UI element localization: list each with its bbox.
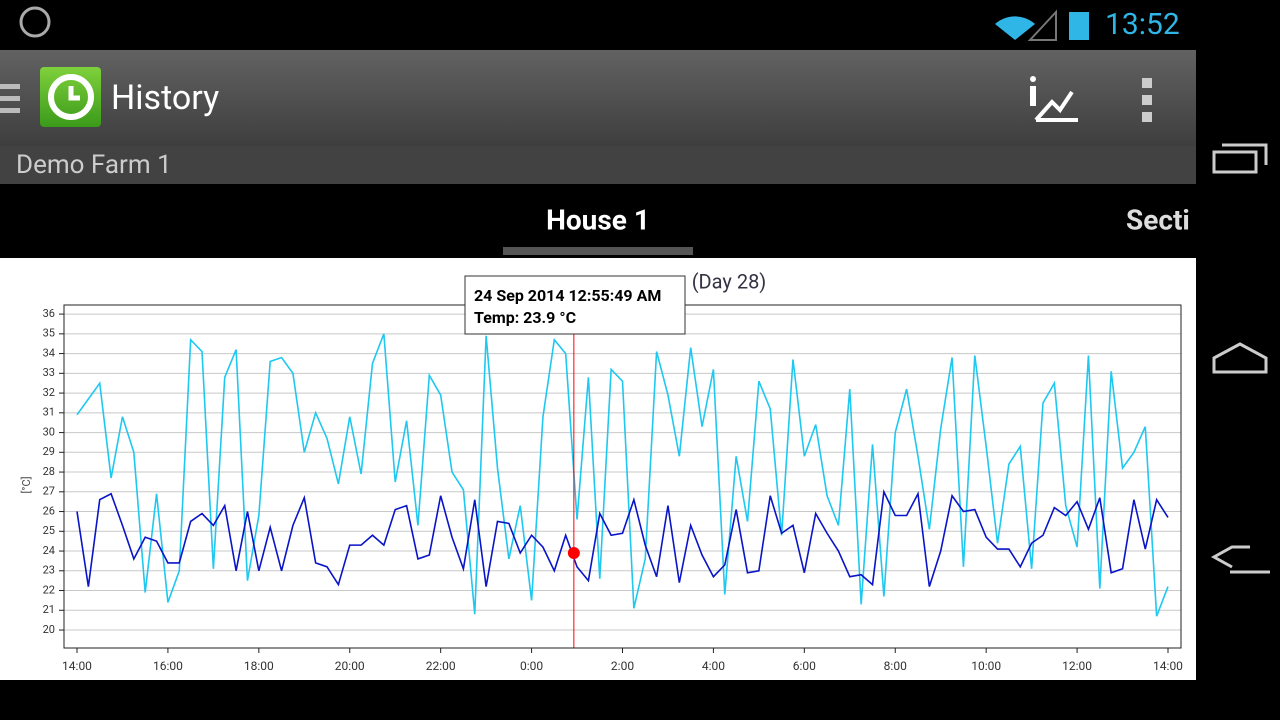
recents-button[interactable] bbox=[1212, 143, 1268, 174]
y-tick-label: 22 bbox=[43, 583, 55, 596]
series-line bbox=[76, 333, 1169, 617]
y-tick-label: 20 bbox=[43, 623, 55, 636]
home-button[interactable] bbox=[1212, 342, 1268, 374]
overflow-menu-button[interactable] bbox=[1142, 78, 1152, 122]
action-bar bbox=[0, 50, 1196, 146]
tooltip-value: Temp: 23.9 °C bbox=[474, 308, 576, 327]
cursor-point bbox=[567, 547, 580, 560]
x-tick-label: 20:00 bbox=[335, 659, 365, 673]
tab-indicator bbox=[503, 247, 693, 255]
farm-name: Demo Farm 1 bbox=[16, 150, 172, 180]
y-axis-label: [°C] bbox=[20, 476, 33, 493]
y-tick-label: 34 bbox=[43, 346, 55, 359]
action-bar-title: History bbox=[111, 78, 219, 118]
battery-icon bbox=[1069, 12, 1089, 40]
x-tick-label: 10:00 bbox=[971, 659, 1001, 673]
y-tick-label: 36 bbox=[43, 307, 55, 320]
x-tick-label: 4:00 bbox=[702, 659, 725, 673]
y-tick-label: 28 bbox=[43, 465, 55, 478]
y-tick-label: 21 bbox=[43, 603, 55, 616]
y-tick-label: 29 bbox=[43, 445, 55, 458]
back-button[interactable] bbox=[1210, 545, 1270, 574]
chart-title: (Day 28) bbox=[692, 269, 767, 293]
menu-button[interactable] bbox=[0, 84, 20, 113]
y-tick-label: 32 bbox=[43, 386, 55, 399]
x-tick-label: 0:00 bbox=[520, 659, 543, 673]
plot: 20 21 22 23 24 25 26 27 28 29 30 31 32 33 34 35 36 14:00 1… bbox=[43, 305, 1183, 673]
y-tick-label: 27 bbox=[43, 485, 55, 498]
notification-icon bbox=[19, 6, 51, 38]
y-tick-label: 26 bbox=[43, 504, 55, 517]
signal-icon bbox=[1027, 9, 1057, 41]
nav-bar bbox=[1210, 143, 1270, 574]
tooltip: 24 Sep 2014 12:55:49 AM Temp: 23.9 °C bbox=[464, 275, 686, 335]
y-tick-label: 24 bbox=[43, 544, 55, 557]
x-tick-label: 12:00 bbox=[1062, 659, 1092, 673]
app-icon-glyph bbox=[68, 86, 80, 101]
y-tick-label: 31 bbox=[43, 406, 55, 419]
subtitle-bar bbox=[0, 146, 1196, 184]
x-tick-label: 14:00 bbox=[1153, 659, 1183, 673]
y-tick-label: 23 bbox=[43, 564, 55, 577]
y-tick-label: 25 bbox=[43, 524, 55, 537]
tooltip-box bbox=[464, 275, 686, 335]
x-tick-label: 2:00 bbox=[611, 659, 634, 673]
x-tick-label: 6:00 bbox=[793, 659, 816, 673]
x-tick-label: 8:00 bbox=[884, 659, 907, 673]
y-tick-label: 30 bbox=[43, 425, 55, 438]
tooltip-time: 24 Sep 2014 12:55:49 AM bbox=[474, 286, 661, 305]
x-tick-label: 18:00 bbox=[244, 659, 274, 673]
tab[interactable]: Secti bbox=[1126, 203, 1190, 236]
x-tick-label: 14:00 bbox=[62, 659, 92, 673]
app-icon-glyph bbox=[48, 74, 94, 120]
wifi-icon bbox=[995, 16, 1035, 40]
x-tick-label: 22:00 bbox=[426, 659, 456, 673]
series-line bbox=[76, 488, 1169, 587]
y-tick-label: 35 bbox=[43, 327, 55, 340]
clock: 13:52 bbox=[1105, 7, 1180, 42]
status-bar: 13:52 bbox=[19, 6, 1180, 42]
chart-info-button[interactable] bbox=[1030, 76, 1078, 122]
x-tick-label: 16:00 bbox=[153, 659, 183, 673]
y-tick-label: 33 bbox=[43, 366, 55, 379]
tab[interactable]: House 1 bbox=[546, 203, 650, 236]
